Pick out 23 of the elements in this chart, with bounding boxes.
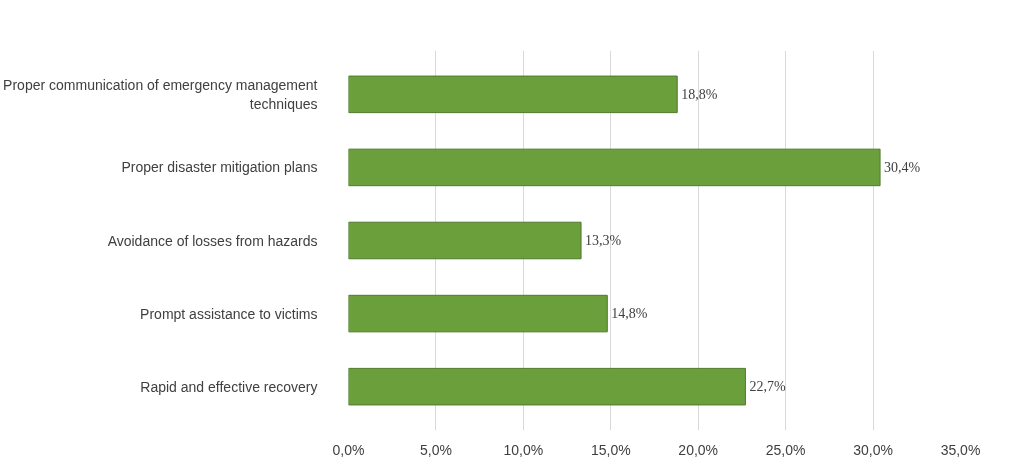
y-tick-label: Rapid and effective recovery bbox=[140, 378, 318, 395]
y-tick-label: Avoidance of losses from hazards bbox=[107, 232, 318, 249]
x-tick-label: 25,0% bbox=[765, 441, 806, 458]
x-tick-label: 10,0% bbox=[503, 441, 544, 458]
data-label: 13,3% bbox=[585, 233, 622, 248]
x-tick-label: 5,0% bbox=[419, 441, 452, 458]
x-tick-label: 0,0% bbox=[332, 441, 365, 458]
bar bbox=[348, 221, 582, 260]
bar bbox=[348, 75, 678, 114]
data-label: 14,8% bbox=[611, 306, 648, 322]
data-label: 18,8% bbox=[681, 86, 718, 102]
y-tick-label: Proper disaster mitigation plans bbox=[121, 159, 318, 176]
x-tick-label: 20,0% bbox=[678, 441, 719, 458]
data-label: 30,4% bbox=[884, 159, 921, 175]
x-tick-label: 35,0% bbox=[940, 441, 981, 458]
y-tick-label: Proper communication of emergency management techniques bbox=[3, 76, 318, 112]
x-tick-label: 15,0% bbox=[590, 441, 631, 458]
data-label: 22,7% bbox=[749, 379, 786, 395]
bar bbox=[348, 367, 746, 406]
bar bbox=[348, 148, 881, 187]
x-tick-label: 30,0% bbox=[853, 441, 893, 458]
bar bbox=[348, 294, 608, 333]
y-tick-label: Prompt assistance to victims bbox=[140, 305, 318, 322]
